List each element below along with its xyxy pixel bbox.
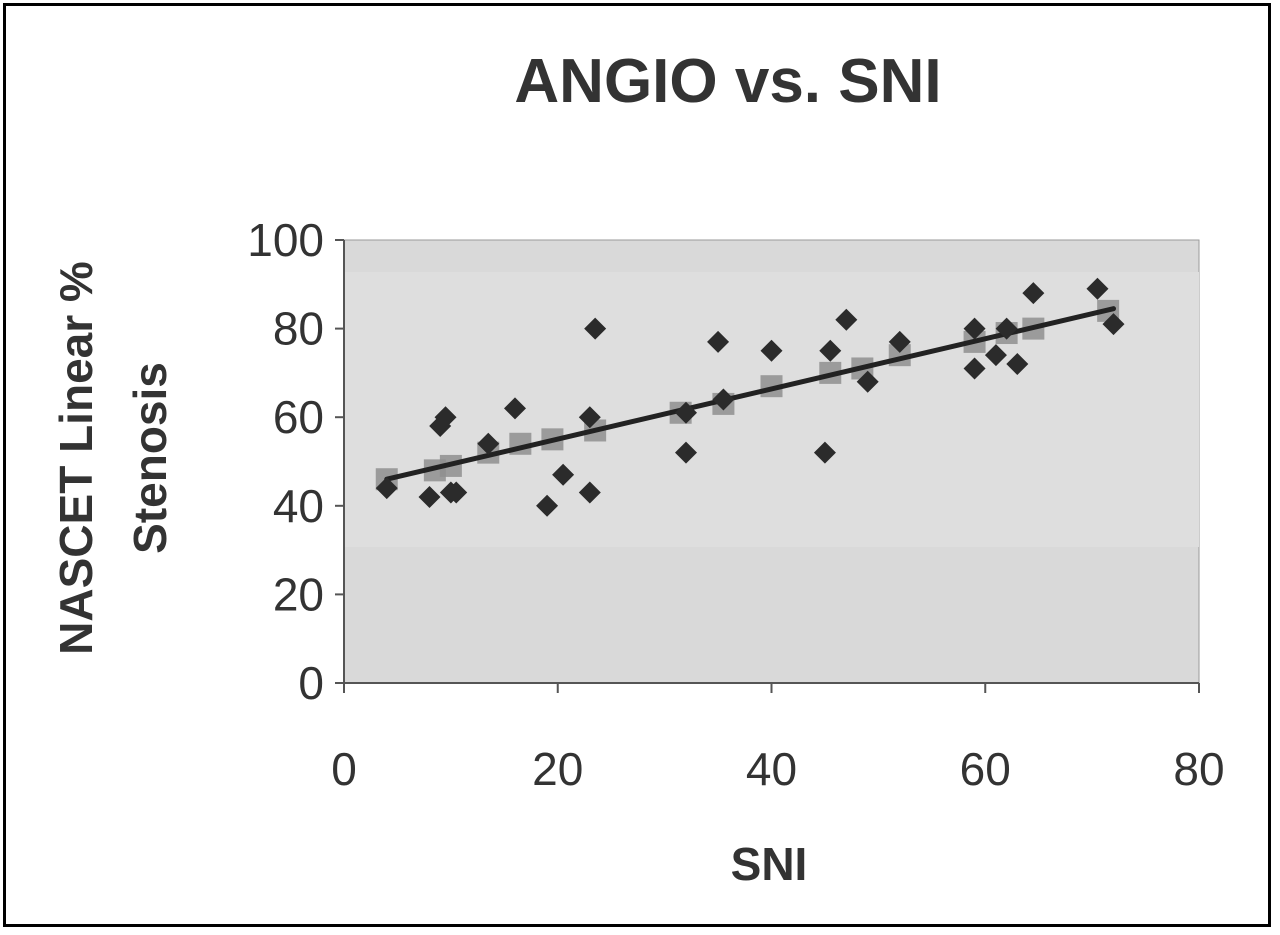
y-tick-label: 60: [273, 391, 324, 443]
data-point-diamond: [835, 308, 858, 331]
x-tick-label: 20: [532, 743, 583, 795]
data-point-diamond: [1022, 282, 1045, 305]
data-point-diamond: [819, 339, 842, 362]
y-axis-title-line-1: NASCET Linear %: [50, 261, 102, 655]
data-point-diamond: [536, 494, 559, 517]
data-point-diamond: [813, 441, 836, 464]
x-axis-title: SNI: [731, 838, 808, 890]
data-point-diamond: [984, 344, 1007, 367]
y-tick-label: 0: [298, 657, 324, 709]
data-point-diamond: [504, 397, 526, 420]
y-tick-label: 80: [273, 303, 324, 355]
data-point-diamond: [675, 401, 697, 424]
data-point-diamond: [888, 330, 911, 353]
data-point-diamond: [1006, 353, 1029, 376]
data-point-diamond: [963, 317, 986, 340]
data-point-diamond: [434, 406, 457, 429]
x-axis: 0 20 40 60 80: [331, 682, 1225, 795]
y-tick-label: 100: [247, 214, 324, 266]
data-series: [375, 277, 1125, 517]
y-tick-label: 40: [273, 480, 324, 532]
data-point-diamond: [375, 477, 398, 500]
data-point-diamond: [1102, 313, 1125, 336]
x-tick-label: 80: [1173, 743, 1224, 795]
x-tick-label: 0: [331, 743, 357, 795]
y-tick-label: 20: [273, 568, 324, 620]
x-tick-label: 40: [746, 743, 797, 795]
y-axis-title-line-2: Stenosis: [124, 362, 176, 554]
trend-line: [384, 306, 1116, 482]
data-point-diamond: [712, 388, 735, 411]
data-point-diamond: [760, 339, 783, 362]
data-point-diamond: [1086, 277, 1109, 300]
data-point-diamond: [445, 481, 468, 504]
y-axis-title: NASCET Linear % Stenosis: [50, 261, 176, 655]
data-point-diamond: [418, 485, 441, 508]
data-point-diamond: [707, 330, 730, 353]
plot-band: [344, 272, 1199, 547]
data-point-diamond: [584, 317, 607, 340]
x-tick-label: 60: [960, 743, 1011, 795]
data-point-diamond: [578, 481, 601, 504]
data-point-diamond: [552, 463, 575, 486]
data-point-diamond: [675, 441, 697, 464]
chart-title: ANGIO vs. SNI: [514, 47, 941, 116]
data-point-diamond: [963, 357, 986, 380]
data-point-diamond: [477, 432, 500, 455]
data-point-diamond: [856, 370, 879, 393]
y-axis: 0 20 40 60 80 100: [247, 214, 345, 709]
data-point-diamond: [578, 406, 601, 429]
data-point-diamond: [995, 317, 1018, 340]
